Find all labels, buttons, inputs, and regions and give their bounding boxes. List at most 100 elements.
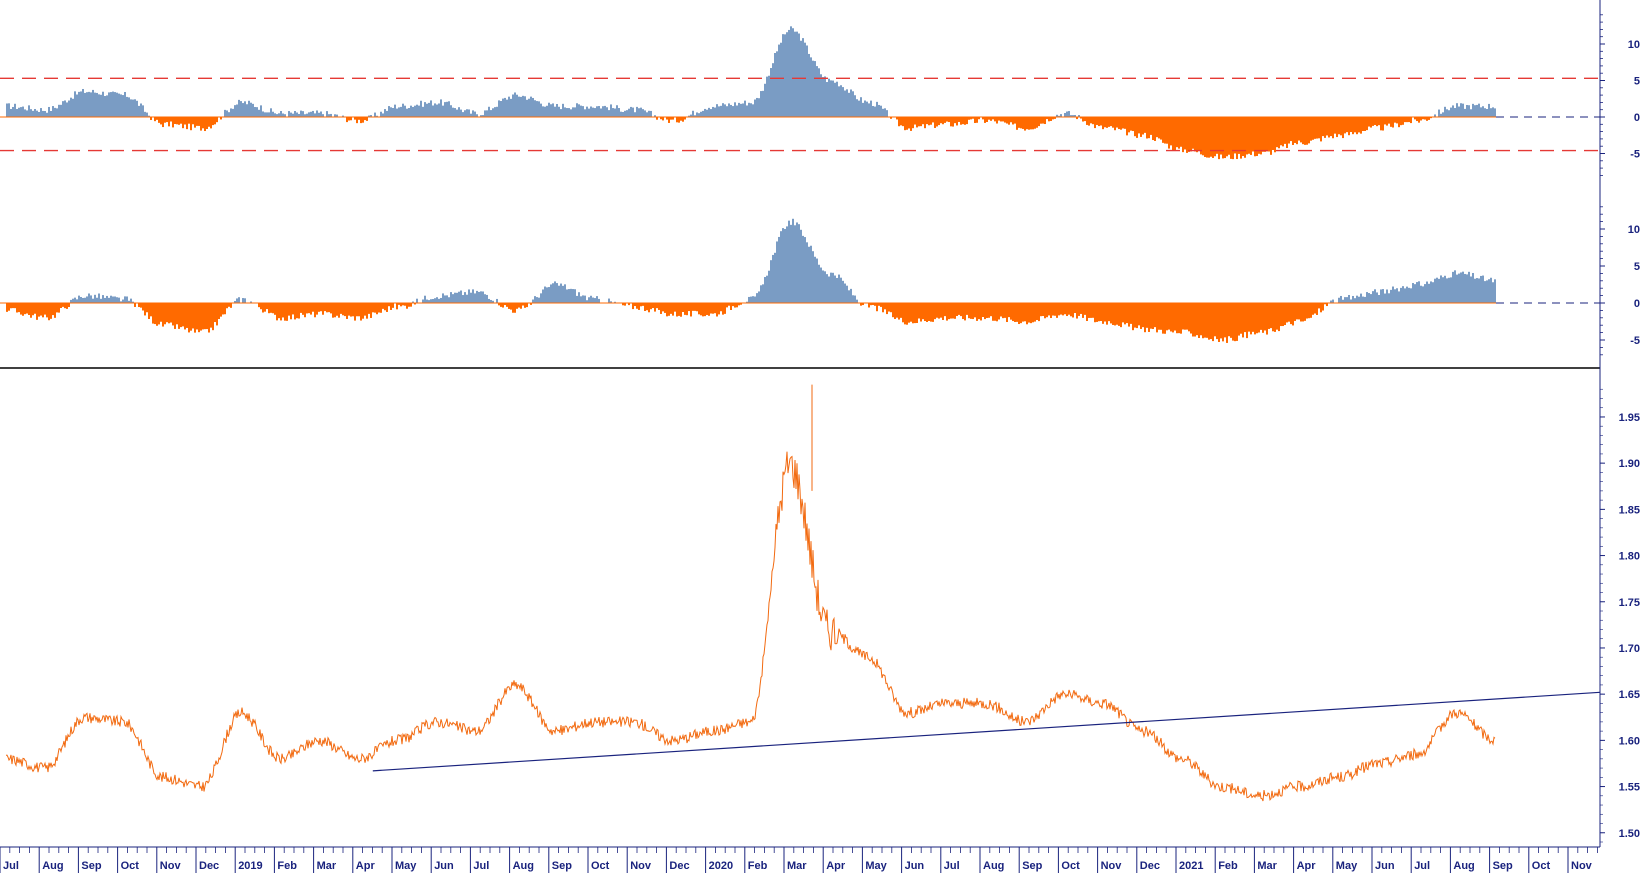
oscillator-bar [110, 295, 112, 303]
oscillator-bar [704, 303, 706, 317]
oscillator-bar [940, 303, 942, 318]
oscillator-bar [50, 303, 52, 319]
oscillator-bar [1360, 117, 1362, 134]
oscillator-bar [190, 117, 192, 131]
oscillator-bar [890, 117, 892, 119]
oscillator-bar [1380, 117, 1382, 131]
oscillator-bar [72, 98, 74, 117]
oscillator-bar [886, 110, 888, 117]
oscillator-bar [452, 294, 454, 303]
oscillator-bar [808, 53, 810, 117]
oscillator-bar [280, 111, 282, 117]
oscillator-bar [1364, 296, 1366, 303]
oscillator-bar [372, 303, 374, 313]
oscillator-bar [1216, 117, 1218, 154]
oscillator-bar [1044, 117, 1046, 125]
oscillator-bar [814, 61, 816, 117]
oscillator-bar [1438, 278, 1440, 303]
oscillator-bar [1166, 117, 1168, 144]
oscillator-bar [302, 303, 304, 315]
oscillator-bar [1176, 303, 1178, 334]
oscillator-bar [70, 299, 72, 303]
oscillator-bar [576, 295, 578, 303]
oscillator-bar [1014, 303, 1016, 322]
oscillator-bar [164, 303, 166, 325]
oscillator-bar [1104, 303, 1106, 322]
oscillator-bar [194, 303, 196, 333]
oscillator-bar [698, 303, 700, 315]
oscillator-bar [1170, 117, 1172, 146]
oscillator-bar [1122, 117, 1124, 129]
oscillator-bar [1446, 278, 1448, 303]
oscillator-bar [222, 303, 224, 315]
oscillator-bar [1482, 106, 1484, 117]
oscillator-bar [1188, 303, 1190, 332]
oscillator-bar [1456, 103, 1458, 117]
oscillator-bar [522, 303, 524, 306]
x-tick-label: May [1336, 860, 1358, 872]
oscillator-bar [996, 117, 998, 124]
oscillator-bar [1450, 107, 1452, 117]
oscillator-bar [882, 108, 884, 117]
oscillator-bar [1366, 292, 1368, 303]
oscillator-bar [1334, 117, 1336, 134]
oscillator-bar [398, 107, 400, 117]
oscillator-bar [320, 111, 322, 117]
oscillator-bar [218, 303, 220, 320]
oscillator-bar [132, 99, 134, 117]
oscillator-bar [198, 303, 200, 333]
oscillator-bar [760, 91, 762, 117]
oscillator-bar [1246, 303, 1248, 339]
oscillator-bar [716, 104, 718, 117]
oscillator-bar [394, 104, 396, 117]
oscillator-bar [330, 113, 332, 117]
oscillator-bar [14, 103, 16, 117]
oscillator-bar [326, 303, 328, 313]
oscillator-bar [160, 117, 162, 125]
oscillator-bar [1340, 117, 1342, 136]
oscillator-bar [1450, 277, 1452, 303]
oscillator-bar [1072, 115, 1074, 117]
oscillator-bar [1164, 303, 1166, 334]
oscillator-bar [1088, 117, 1090, 126]
oscillator-bar [1152, 303, 1154, 330]
oscillator-bar [1186, 303, 1188, 330]
oscillator-bar [1246, 117, 1248, 155]
oscillator-bar [970, 303, 972, 319]
oscillator-bar [952, 117, 954, 127]
oscillator-bar [572, 107, 574, 117]
oscillator-bar [840, 85, 842, 117]
oscillator-bar [1374, 289, 1376, 303]
oscillator-bar [646, 303, 648, 311]
oscillator-bar [742, 103, 744, 117]
oscillator-bar [522, 95, 524, 117]
oscillator-bar [884, 303, 886, 310]
oscillator-bar [336, 303, 338, 316]
oscillator-bar [694, 303, 696, 311]
oscillator-bar [448, 297, 450, 303]
oscillator-bar [986, 117, 988, 122]
oscillator-bar [484, 110, 486, 117]
oscillator-bar [756, 293, 758, 303]
oscillator-bar [396, 108, 398, 117]
oscillator-bar [130, 99, 132, 117]
oscillator-bar [886, 303, 888, 315]
oscillator-bar [960, 117, 962, 125]
x-axis: Jul Aug Sep Oct Nov Dec 2019 Feb Mar Apr May Jun Jul… [0, 847, 1598, 873]
oscillator-bar [224, 109, 226, 117]
oscillator-bar [662, 303, 664, 312]
oscillator-bar [1102, 117, 1104, 130]
oscillator-bar [156, 117, 158, 120]
oscillator-bar [82, 297, 84, 303]
oscillator-bar [538, 101, 540, 117]
oscillator-bar [1168, 303, 1170, 330]
oscillator-bar [418, 105, 420, 117]
oscillator-bar [52, 106, 54, 117]
oscillator-bar [690, 303, 692, 317]
oscillator-bar [560, 109, 562, 117]
oscillator-bar [702, 303, 704, 317]
x-tick-label: Nov [1101, 860, 1123, 872]
oscillator-bar [758, 98, 760, 117]
oscillator-bar [1442, 277, 1444, 303]
